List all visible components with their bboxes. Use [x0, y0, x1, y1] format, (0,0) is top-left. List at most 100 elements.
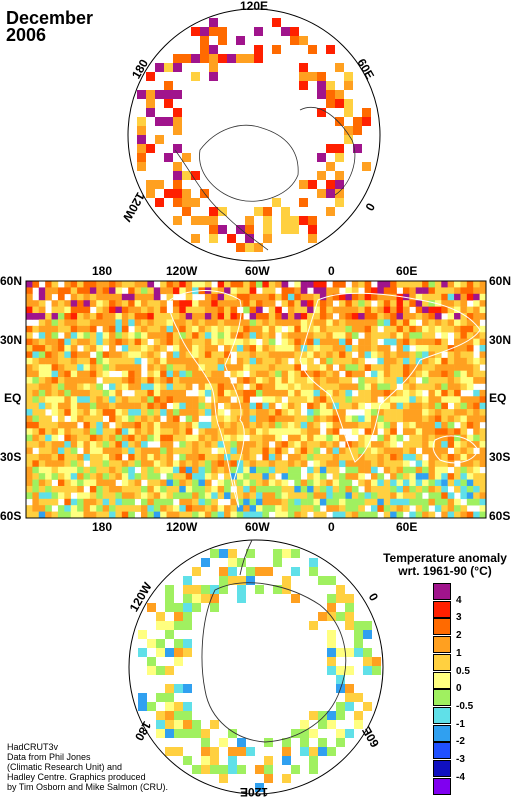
anomaly-cell [109, 357, 116, 365]
anomaly-cell [345, 332, 353, 339]
anomaly-cell [415, 421, 423, 429]
anomaly-cell [179, 498, 187, 506]
anomaly-cell [153, 306, 161, 314]
anomaly-cell [45, 511, 52, 519]
anomaly-cell [422, 345, 429, 352]
anomaly-cell [300, 357, 308, 365]
anomaly-cell [479, 402, 487, 410]
anomaly-cell [441, 383, 448, 391]
anomaly-cell [146, 108, 155, 117]
anomaly-cell [236, 370, 244, 378]
anomaly-cell [32, 473, 40, 480]
anomaly-cell [415, 364, 423, 371]
anomaly-cell [294, 415, 302, 423]
anomaly-cell [179, 479, 187, 487]
anomaly-cell [318, 612, 327, 621]
anomaly-cell [371, 377, 378, 384]
anomaly-cell [434, 492, 442, 500]
anomaly-cell [211, 313, 218, 320]
anomaly-cell [236, 325, 244, 333]
anomaly-cell [377, 415, 385, 423]
anomaly-cell [164, 99, 173, 108]
anomaly-cell [156, 666, 165, 675]
anomaly-cell [153, 492, 161, 500]
anomaly-cell [287, 325, 295, 333]
anomaly-cell [272, 45, 281, 54]
anomaly-cell [172, 485, 180, 493]
anomaly-cell [217, 396, 225, 404]
anomaly-cell [300, 377, 308, 384]
anomaly-cell [147, 639, 156, 648]
anomaly-cell [309, 765, 318, 774]
credits-line4: Hadley Centre. Graphics produced [7, 772, 146, 782]
anomaly-cell [290, 27, 299, 36]
anomaly-cell [332, 428, 340, 436]
anomaly-cell [434, 325, 442, 333]
anomaly-cell [134, 447, 142, 455]
anomaly-cell [102, 293, 110, 301]
anomaly-cell [121, 300, 129, 307]
anomaly-cell [396, 351, 404, 359]
anomaly-cell [51, 377, 59, 384]
anomaly-cell [236, 383, 244, 391]
anomaly-cell [454, 357, 461, 365]
anomaly-cell [256, 505, 263, 512]
anomaly-cell [409, 332, 417, 339]
anomaly-cell [268, 287, 276, 295]
anomaly-cell [230, 313, 238, 320]
anomaly-cell [134, 293, 142, 301]
anomaly-cell [422, 351, 429, 359]
anomaly-cell [102, 313, 110, 320]
anomaly-cell [204, 505, 212, 512]
anomaly-cell [128, 357, 135, 365]
anomaly-cell [51, 313, 59, 320]
anomaly-cell [200, 27, 209, 36]
anomaly-cell [230, 479, 238, 487]
anomaly-cell [96, 492, 103, 500]
anomaly-cell [32, 485, 40, 493]
anomaly-cell [89, 505, 97, 512]
anomaly-cell [319, 325, 327, 333]
anomaly-cell [268, 389, 276, 397]
anomaly-cell [422, 364, 429, 371]
anomaly-cell [141, 485, 148, 493]
anomaly-cell [275, 377, 282, 384]
anomaly-cell [102, 447, 110, 455]
anomaly-cell [313, 453, 321, 461]
anomaly-cell [409, 479, 417, 487]
anomaly-cell [165, 630, 174, 639]
anomaly-cell [141, 325, 148, 333]
anomaly-cell [230, 428, 238, 436]
anomaly-cell [96, 351, 103, 359]
anomaly-cell [249, 325, 257, 333]
anomaly-cell [209, 225, 218, 234]
credits-line2: Data from Phil Jones [7, 752, 91, 762]
anomaly-cell [313, 306, 321, 314]
anomaly-cell [109, 466, 116, 474]
anomaly-cell [51, 409, 59, 416]
anomaly-cell [45, 460, 52, 468]
anomaly-cell [121, 441, 129, 448]
anomaly-cell [115, 377, 123, 384]
anomaly-cell [275, 447, 282, 455]
anomaly-cell [313, 441, 321, 448]
anomaly-cell [275, 370, 282, 378]
anomaly-cell [479, 370, 487, 378]
anomaly-cell [402, 370, 410, 378]
anomaly-cell [160, 492, 167, 500]
anomaly-cell [32, 377, 40, 384]
anomaly-cell [217, 441, 225, 448]
anomaly-cell [255, 783, 264, 792]
anomaly-cell [319, 351, 327, 359]
anomaly-cell [77, 498, 84, 506]
anomaly-cell [256, 479, 263, 487]
anomaly-cell [332, 325, 340, 333]
anomaly-cell [57, 492, 65, 500]
anomaly-cell [351, 421, 359, 429]
anomaly-cell [362, 108, 371, 117]
anomaly-cell [466, 332, 474, 339]
anomaly-cell [236, 225, 245, 234]
anomaly-cell [262, 415, 270, 423]
anomaly-cell [353, 117, 362, 126]
anomaly-cell [153, 345, 161, 352]
